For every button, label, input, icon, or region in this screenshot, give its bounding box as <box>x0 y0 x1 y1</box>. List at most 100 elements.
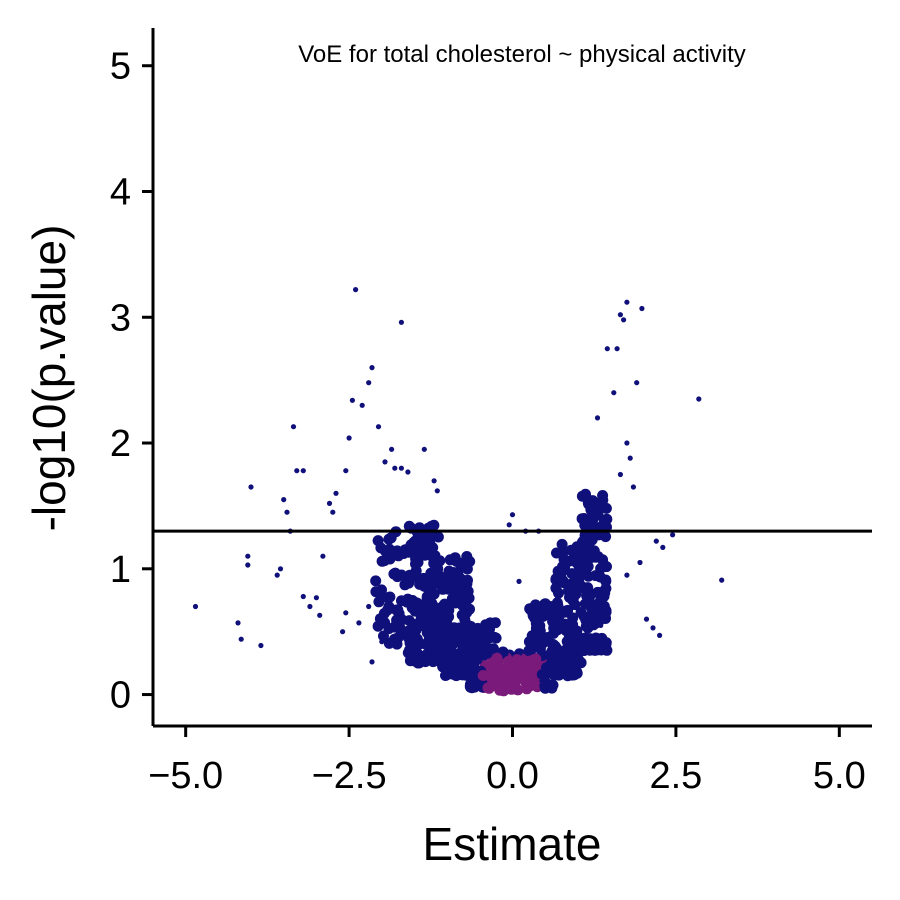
data-point <box>570 572 582 583</box>
data-point <box>353 287 359 293</box>
data-point <box>405 469 411 475</box>
data-point <box>317 612 323 618</box>
data-point <box>427 542 439 554</box>
data-point <box>385 532 397 544</box>
data-point <box>657 632 663 639</box>
data-point <box>624 440 630 446</box>
data-point <box>601 561 612 573</box>
y-tick-label: 5 <box>110 46 131 88</box>
data-point <box>464 681 476 693</box>
data-point <box>479 621 491 633</box>
data-point <box>281 497 287 503</box>
data-point <box>509 680 521 692</box>
data-point <box>369 659 375 665</box>
data-point <box>392 465 398 471</box>
data-point <box>604 346 610 352</box>
data-point <box>639 305 645 312</box>
data-point <box>346 435 352 441</box>
data-point <box>391 638 403 650</box>
data-point <box>349 397 355 403</box>
data-point <box>300 468 306 474</box>
data-point <box>333 490 339 496</box>
data-point <box>320 553 326 559</box>
data-point <box>277 566 284 572</box>
data-point <box>483 632 495 644</box>
data-point <box>551 624 563 636</box>
data-point <box>576 490 588 502</box>
data-point <box>383 623 395 635</box>
data-point <box>611 390 617 396</box>
data-point <box>434 488 440 494</box>
data-point <box>558 577 570 589</box>
data-point <box>600 583 612 594</box>
data-point <box>445 631 457 643</box>
data-point <box>594 614 606 626</box>
data-point <box>614 346 620 352</box>
data-point <box>487 643 499 655</box>
data-point <box>696 396 702 402</box>
data-point <box>565 544 577 556</box>
data-point <box>370 575 382 587</box>
data-point <box>506 522 512 528</box>
data-point <box>294 468 300 474</box>
data-point <box>390 604 402 616</box>
data-point <box>404 637 416 649</box>
data-point <box>356 620 362 626</box>
data-point <box>284 509 290 515</box>
data-point <box>412 605 424 617</box>
data-point <box>379 545 391 557</box>
points-layer <box>192 287 725 697</box>
data-point <box>585 636 596 648</box>
x-axis-ticks: −5.0 −2.5 0.0 2.5 5.0 <box>148 726 866 797</box>
data-point <box>542 632 554 643</box>
data-point <box>587 510 599 522</box>
data-point <box>511 654 523 666</box>
data-point <box>624 572 630 578</box>
data-point <box>238 636 244 642</box>
data-point <box>528 667 540 679</box>
data-point <box>443 574 455 586</box>
data-point <box>382 604 394 616</box>
x-axis-title: Estimate <box>423 818 602 870</box>
y-axis-title: -log10(p.value) <box>23 225 75 532</box>
data-point <box>245 553 251 559</box>
data-point <box>621 317 627 323</box>
data-point <box>556 538 568 550</box>
data-point <box>598 622 604 629</box>
data-point <box>556 647 568 659</box>
data-point <box>582 582 594 594</box>
data-point <box>525 604 537 616</box>
data-point <box>452 623 464 635</box>
data-point <box>258 642 264 649</box>
data-point <box>290 424 297 430</box>
data-point <box>660 544 666 551</box>
data-point <box>300 593 306 600</box>
data-point <box>630 484 637 490</box>
data-point <box>444 648 456 660</box>
chart-title: VoE for total cholesterol ~ physical act… <box>298 41 746 68</box>
data-point <box>389 446 395 452</box>
data-point <box>366 380 372 386</box>
data-point <box>428 603 440 615</box>
data-point <box>359 402 365 408</box>
data-point <box>528 654 539 666</box>
data-point <box>527 640 539 652</box>
data-point <box>451 657 463 669</box>
data-point <box>573 654 585 666</box>
data-point <box>366 603 372 610</box>
data-point <box>564 629 576 641</box>
data-point <box>409 535 421 547</box>
data-point <box>423 633 435 645</box>
data-point <box>410 558 421 570</box>
y-tick-label: 0 <box>110 675 131 717</box>
data-point <box>343 610 349 616</box>
data-point <box>379 639 385 645</box>
data-point <box>585 600 597 612</box>
data-point <box>375 424 382 430</box>
data-point <box>637 559 643 566</box>
data-point <box>634 380 640 386</box>
data-point <box>421 446 427 452</box>
data-point <box>485 681 497 693</box>
data-point <box>627 455 633 461</box>
